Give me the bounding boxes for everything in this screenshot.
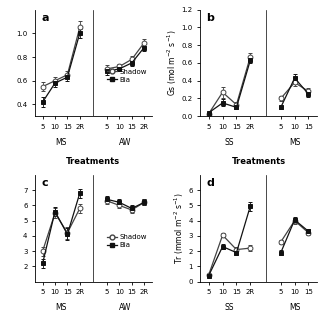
Legend: Shadow, Bia: Shadow, Bia (105, 67, 148, 84)
Text: AW: AW (119, 303, 132, 312)
Text: d: d (206, 178, 214, 188)
Text: AW: AW (119, 138, 132, 147)
Text: MS: MS (55, 303, 67, 312)
Text: Treatments: Treatments (232, 157, 286, 166)
Text: a: a (41, 13, 49, 23)
Text: MS: MS (289, 303, 300, 312)
Text: SS: SS (225, 303, 234, 312)
Text: SS: SS (225, 138, 234, 147)
Text: c: c (41, 178, 48, 188)
Text: Treatments: Treatments (66, 157, 120, 166)
Y-axis label: Tr (mmol m$^{-2}$ s$^{-1}$): Tr (mmol m$^{-2}$ s$^{-1}$) (172, 192, 186, 264)
Y-axis label: Gs (mol m$^{-2}$ s$^{-1}$): Gs (mol m$^{-2}$ s$^{-1}$) (165, 30, 179, 96)
Text: MS: MS (289, 138, 300, 147)
Legend: Shadow, Bia: Shadow, Bia (105, 233, 148, 250)
Text: MS: MS (55, 138, 67, 147)
Text: b: b (206, 13, 214, 23)
